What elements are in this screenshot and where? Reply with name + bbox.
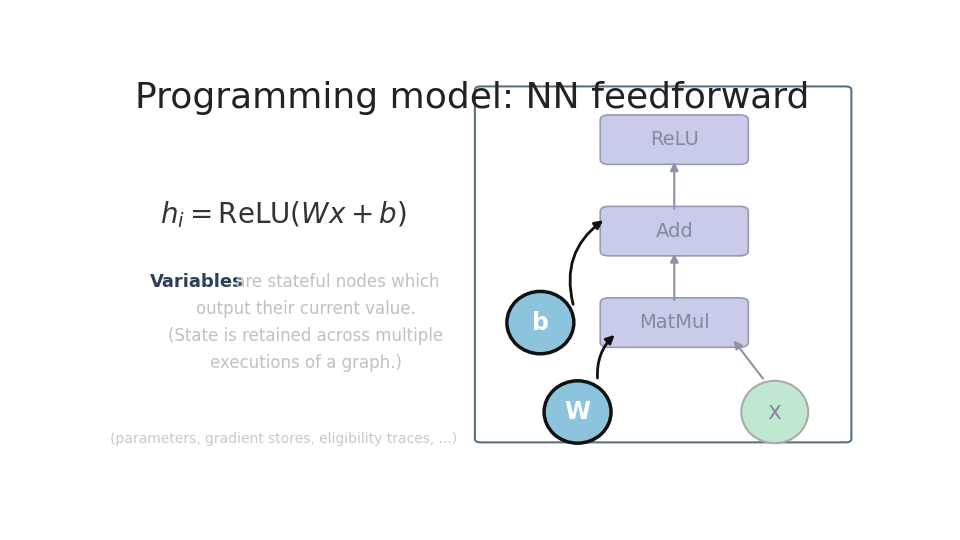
Text: output their current value.: output their current value.: [196, 300, 416, 318]
Text: W: W: [564, 400, 590, 424]
Ellipse shape: [507, 292, 574, 354]
Text: (parameters, gradient stores, eligibility traces, ...): (parameters, gradient stores, eligibilit…: [110, 432, 457, 446]
Ellipse shape: [544, 381, 611, 443]
FancyBboxPatch shape: [600, 115, 748, 164]
Text: executions of a graph.): executions of a graph.): [210, 354, 402, 372]
Text: $h_i = \mathrm{ReLU}(Wx + b)$: $h_i = \mathrm{ReLU}(Wx + b)$: [160, 199, 407, 230]
Text: b: b: [532, 310, 549, 335]
Text: ReLU: ReLU: [650, 130, 699, 149]
Text: Variables: Variables: [150, 273, 244, 291]
Text: (State is retained across multiple: (State is retained across multiple: [168, 327, 444, 345]
FancyBboxPatch shape: [600, 298, 748, 347]
FancyBboxPatch shape: [600, 206, 748, 256]
Text: x: x: [768, 400, 781, 424]
FancyBboxPatch shape: [475, 86, 852, 442]
Text: Add: Add: [656, 221, 693, 241]
Ellipse shape: [741, 381, 808, 443]
Text: MatMul: MatMul: [639, 313, 709, 332]
Text: Programming model: NN feedforward: Programming model: NN feedforward: [134, 82, 809, 116]
Text: are stateful nodes which: are stateful nodes which: [230, 273, 440, 291]
